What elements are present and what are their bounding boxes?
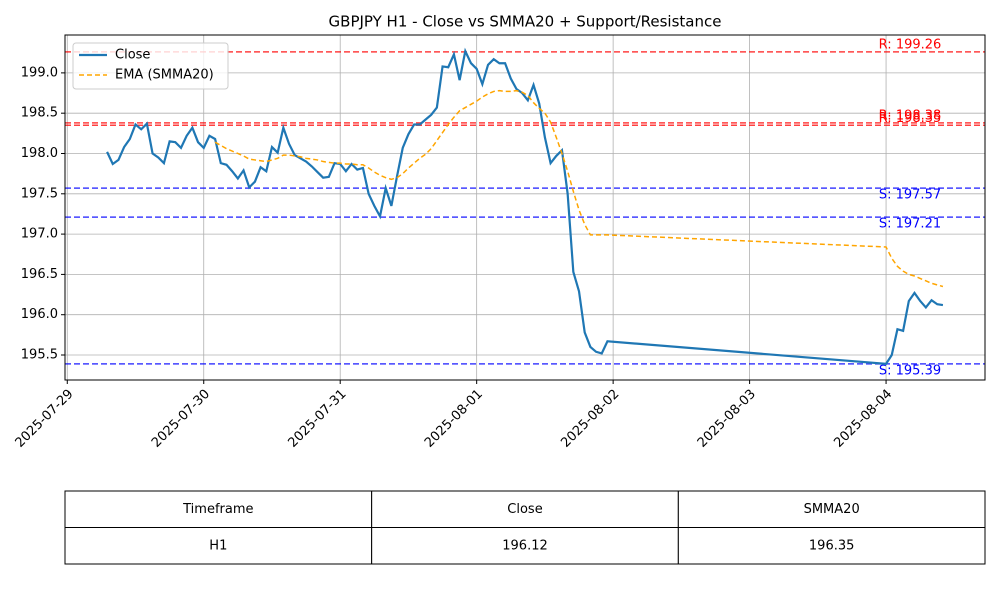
table-cell-text: 196.12 bbox=[502, 538, 548, 553]
table-cell bbox=[677, 490, 986, 528]
x-tick-label: 2025-08-04 bbox=[831, 387, 895, 451]
plot-frame bbox=[64, 34, 986, 381]
y-tick-label: 198.0 bbox=[21, 146, 58, 161]
series-line bbox=[214, 89, 944, 288]
legend-box bbox=[72, 42, 229, 90]
x-tick-label: 2025-07-31 bbox=[285, 387, 349, 451]
legend-label: Close bbox=[115, 48, 150, 63]
level-label: S: 195.39 bbox=[879, 363, 941, 378]
y-tick-label: 197.0 bbox=[21, 227, 58, 242]
y-tick-label: 195.5 bbox=[21, 348, 58, 363]
table-header: Close bbox=[507, 502, 542, 517]
legend-label: EMA (SMMA20) bbox=[115, 68, 214, 83]
y-tick-label: 197.5 bbox=[21, 186, 58, 201]
level-label: R: 198.38 bbox=[879, 108, 942, 123]
y-tick-label: 196.5 bbox=[21, 267, 58, 282]
level-label: S: 197.21 bbox=[879, 217, 941, 232]
chart-title: GBPJPY H1 - Close vs SMMA20 + Support/Re… bbox=[329, 13, 722, 31]
level-label: R: 199.26 bbox=[879, 37, 942, 52]
x-tick-label: 2025-08-02 bbox=[558, 387, 622, 451]
table-header: SMMA20 bbox=[804, 502, 860, 517]
series-line bbox=[106, 47, 944, 366]
x-tick-label: 2025-07-30 bbox=[149, 387, 213, 451]
table-cell-text: H1 bbox=[209, 538, 227, 553]
x-tick-label: 2025-07-29 bbox=[13, 387, 77, 451]
y-tick-label: 199.0 bbox=[21, 65, 58, 80]
y-tick-label: 196.0 bbox=[21, 307, 58, 322]
table-header: Timeframe bbox=[182, 502, 253, 517]
legend: Close EMA (SMMA20) bbox=[72, 42, 229, 90]
x-tick-label: 2025-08-01 bbox=[422, 387, 486, 451]
level-label: R: 198.35 bbox=[879, 111, 942, 126]
table-cell-text: 196.35 bbox=[809, 538, 855, 553]
table-cell bbox=[64, 527, 373, 565]
table-cell bbox=[677, 527, 986, 565]
y-tick-label: 198.5 bbox=[21, 106, 58, 121]
level-label: S: 197.57 bbox=[879, 188, 941, 203]
table-cell bbox=[371, 490, 679, 528]
x-tick-label: 2025-08-03 bbox=[695, 387, 759, 451]
